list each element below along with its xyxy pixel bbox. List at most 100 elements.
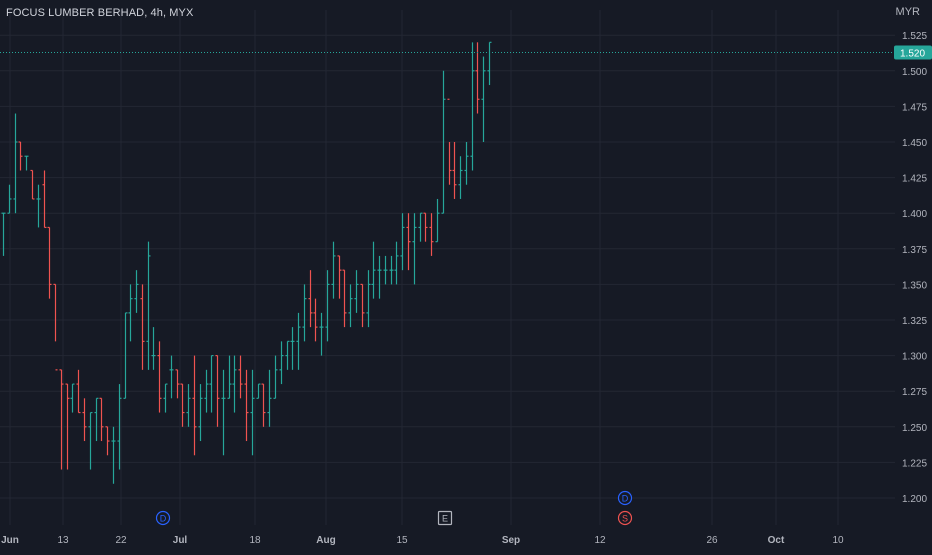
ohlc-bar [111,426,116,484]
ohlc-bar [308,270,313,328]
ohlc-bar [123,312,128,399]
ohlc-bar [59,369,64,470]
marker-label: E [442,514,448,524]
price-tick-label: 1.400 [902,209,927,220]
time-tick-label: 18 [249,535,261,546]
ohlc-bar [53,283,58,371]
split-marker: S [617,510,633,526]
time-tick-label: Oct [768,535,785,546]
marker-label: D [622,494,629,504]
price-tick-label: 1.450 [902,138,927,149]
ohlc-bar [435,198,440,243]
ohlc-bar [470,42,475,171]
ohlc-bar [366,270,371,328]
ohlc-bar [377,255,382,299]
title-separator: , [162,7,170,19]
ohlc-bar [400,213,405,271]
ohlc-bar [157,341,162,413]
price-tick-label: 1.325 [902,316,927,327]
ohlc-bar [412,213,417,285]
ohlc-bar [192,355,197,456]
ohlc-bar [18,141,23,171]
ohlc-bar [389,255,394,285]
ohlc-bar [244,369,249,442]
time-tick-label: 10 [832,535,844,546]
ohlc-bar [128,284,133,342]
ohlc-bar [348,284,353,328]
ohlc-bar [82,398,87,442]
last-price-badge [894,45,932,60]
time-tick-label: Jun [1,535,19,546]
marker-label: S [622,514,628,524]
ohlc-bar [458,156,463,199]
marker-badge [617,510,633,526]
dividend-marker: D [155,510,171,526]
earnings-marker: E [437,510,453,526]
price-tick-label: 1.275 [902,387,927,398]
marker-label: D [160,514,167,524]
ohlc-bar [319,312,324,356]
ohlc-bar [337,255,342,299]
time-tick-label: Aug [316,535,335,546]
time-tick-label: 26 [706,535,718,546]
marker-badge [437,510,453,526]
ohlc-bar [447,98,452,185]
title-separator: , [144,7,151,19]
ohlc-bar [487,41,492,86]
ohlc-bar [227,355,232,399]
ohlc-bar [198,384,203,442]
ohlc-bar [261,383,266,427]
ohlc-bar [394,241,399,285]
price-tick-label: 1.525 [902,31,927,42]
ohlc-bar [7,184,12,214]
price-tick-label: 1.500 [902,67,927,78]
price-tick-label: 1.300 [902,352,927,363]
time-tick-label: 13 [57,535,69,546]
price-tick-label: 1.225 [902,458,927,469]
price-tick-label: 1.250 [902,423,927,434]
symbol-name: FOCUS LUMBER BERHAD [6,7,145,19]
ohlc-bar [65,383,70,470]
price-axis[interactable]: 1.200 1.225 1.250 1.275 1.300 1.325 1.350 1.375… [902,31,927,505]
ohlc-bar [180,383,185,427]
price-tick-label: 1.475 [902,102,927,113]
last-price-line: 1.520 [0,45,932,60]
ohlc-bar [36,184,41,228]
marker-badge [617,490,633,506]
chart-title: FOCUS LUMBER BERHAD, 4h, MYX [6,7,193,19]
ohlc-bar [94,397,99,442]
currency-label[interactable]: MYR [895,6,920,18]
event-markers: D EDS [155,490,633,526]
ohlc-bar [464,142,469,185]
ohlc-bar [452,142,457,199]
ohlc-bar [209,355,214,413]
ohlc-bar [302,284,307,342]
ohlc-bar [13,113,18,214]
time-axis[interactable]: Jun 13 22 Jul 18 Aug 15 Sep 12 26 Oct 10 [1,535,844,546]
ohlc-bar [175,369,180,399]
ohlc-bar [232,355,237,413]
ohlc-bar [250,369,255,456]
ohlc-bar [296,312,301,370]
ohlc-bar [441,70,446,214]
grid [0,10,895,525]
ohlc-bar [204,369,209,413]
price-tick-label: 1.425 [902,174,927,185]
ohlc-bar [1,212,6,256]
ohlc-bar [134,270,139,313]
exchange-label: MYX [169,7,194,19]
ohlc-bar [342,269,347,328]
ohlc-bar [30,169,35,200]
ohlc-bar [76,369,81,414]
ohlc-bar [481,56,486,142]
ohlc-bar [360,283,365,328]
ohlc-bar [117,384,122,470]
price-tick-label: 1.350 [902,280,927,291]
ohlc-bar [475,42,480,114]
ohlc-bar [186,384,191,427]
ohlc-bar [313,298,318,342]
ohlc-bar [70,383,75,413]
time-tick-label: Sep [502,535,520,546]
